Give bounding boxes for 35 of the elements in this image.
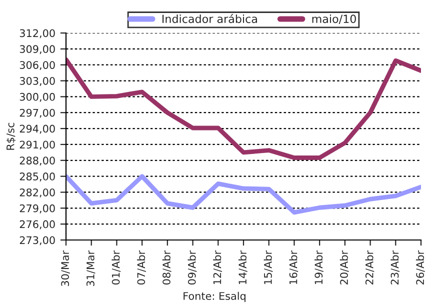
line-series <box>66 174 421 215</box>
x-tick-label: 12/Abr <box>213 250 222 284</box>
y-tick-label: 306,00 <box>20 61 55 70</box>
x-tick-label: 23/Abr <box>390 250 400 284</box>
x-tick-label: 14/Abr <box>238 250 248 284</box>
y-tick-label: 288,00 <box>20 156 55 166</box>
x-tick-label: 20/Abr <box>340 250 349 284</box>
x-tick-label: 19/Abr <box>314 250 324 284</box>
x-tick-label: 15/Abr <box>264 250 273 284</box>
x-tick-label: 07/Abr <box>137 250 146 285</box>
y-tick-label: 273,00 <box>20 236 55 246</box>
y-tick-label: 276,00 <box>20 220 55 230</box>
x-tick-label: 31/Mar <box>86 250 96 286</box>
y-tick-label: 291,00 <box>20 140 55 150</box>
y-tick-label: 309,00 <box>20 45 55 54</box>
y-axis-title: R$/sc <box>6 122 16 150</box>
y-tick-label: 297,00 <box>20 108 55 118</box>
y-tick-label: 312,00 <box>20 29 55 38</box>
x-tick-label: 26/Abr <box>416 250 425 284</box>
y-tick-label: 285,00 <box>20 172 55 182</box>
x-tick-label: 22/Abr <box>365 250 374 284</box>
y-tick-label: 282,00 <box>20 188 55 198</box>
y-tick-label: 294,00 <box>20 124 55 134</box>
source-note: Fonte: Esalq <box>184 292 246 302</box>
y-tick-label: 279,00 <box>20 204 55 214</box>
x-tick-label: 08/Abr <box>162 250 172 285</box>
x-tick-label: 30/Mar <box>61 250 70 286</box>
y-tick-label: 303,00 <box>20 76 55 86</box>
x-tick-label: 09/Abr <box>188 250 197 285</box>
legend-label: maio/10 <box>312 14 356 24</box>
y-tick-label: 300,00 <box>20 92 55 102</box>
x-tick-label: 01/Abr <box>112 250 121 285</box>
x-tick-label: 16/Abr <box>289 250 298 284</box>
legend-label: Indicador arábica <box>162 14 257 24</box>
line-series <box>66 57 421 160</box>
